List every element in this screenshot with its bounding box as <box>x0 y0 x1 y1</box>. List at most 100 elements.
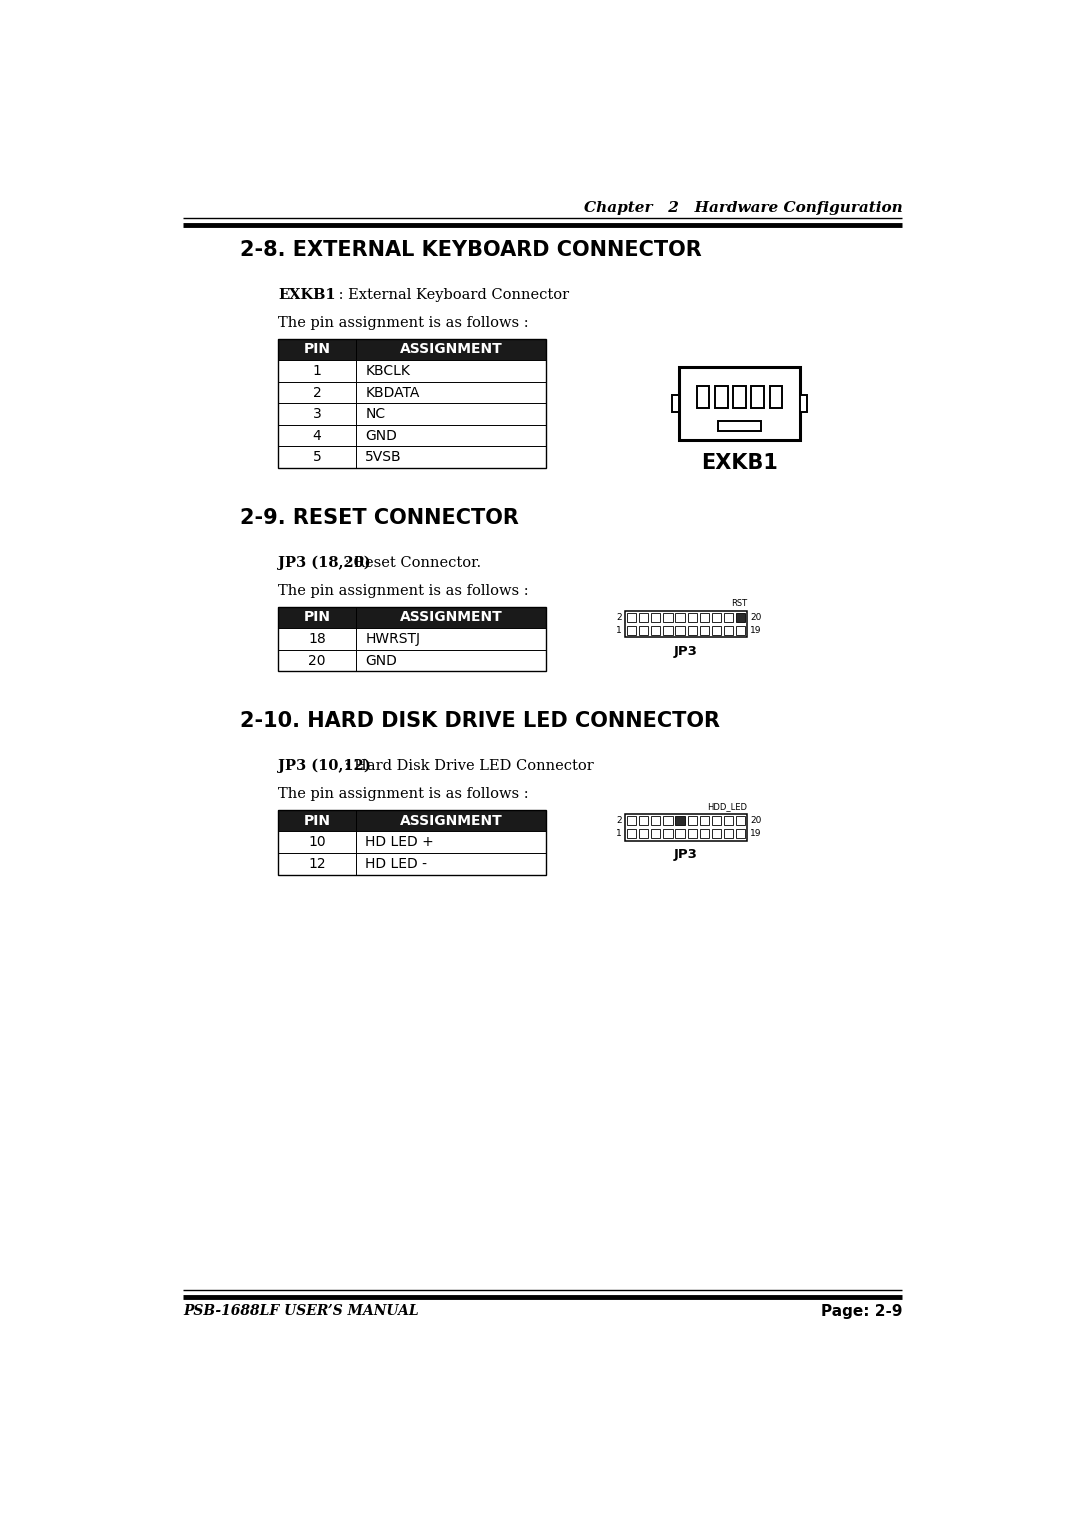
Bar <box>279 339 545 468</box>
Bar <box>663 829 673 838</box>
Text: 19: 19 <box>751 626 761 635</box>
Bar <box>627 613 636 623</box>
Bar <box>639 613 648 623</box>
Text: JP3 (10,12): JP3 (10,12) <box>279 758 372 774</box>
Text: 18: 18 <box>308 632 326 645</box>
Text: 1: 1 <box>616 830 622 838</box>
Text: 5: 5 <box>313 450 322 464</box>
Bar <box>279 607 545 671</box>
Text: The pin assignment is as follows :: The pin assignment is as follows : <box>279 583 529 598</box>
Text: 3: 3 <box>313 407 322 421</box>
Text: HD LED -: HD LED - <box>365 856 428 871</box>
Bar <box>700 829 708 838</box>
Bar <box>627 816 636 826</box>
Bar <box>688 613 697 623</box>
Text: EXKB1: EXKB1 <box>279 288 336 302</box>
Bar <box>700 613 708 623</box>
Text: 20: 20 <box>751 613 761 621</box>
Text: 20: 20 <box>751 816 761 826</box>
Text: EXKB1: EXKB1 <box>701 453 778 473</box>
Text: 5VSB: 5VSB <box>365 450 402 464</box>
Bar <box>733 386 746 407</box>
Bar <box>639 816 648 826</box>
Bar <box>279 629 545 650</box>
Bar <box>735 626 745 635</box>
Text: 10: 10 <box>308 835 326 850</box>
Text: 4: 4 <box>313 429 322 443</box>
Text: HWRSTJ: HWRSTJ <box>365 632 420 645</box>
Text: ASSIGNMENT: ASSIGNMENT <box>400 610 502 624</box>
Text: 2-8. EXTERNAL KEYBOARD CONNECTOR: 2-8. EXTERNAL KEYBOARD CONNECTOR <box>240 240 701 259</box>
Bar <box>279 810 545 832</box>
Text: 1: 1 <box>313 365 322 378</box>
Bar <box>675 613 685 623</box>
Bar <box>663 626 673 635</box>
Bar <box>752 386 765 407</box>
Text: 20: 20 <box>309 653 326 667</box>
Bar <box>639 829 648 838</box>
Bar <box>675 816 685 826</box>
Text: PIN: PIN <box>303 610 330 624</box>
Text: The pin assignment is as follows :: The pin assignment is as follows : <box>279 787 529 801</box>
Text: NC: NC <box>365 407 386 421</box>
Bar <box>735 816 745 826</box>
Text: PIN: PIN <box>303 813 330 827</box>
Bar <box>679 366 799 439</box>
Text: HD LED +: HD LED + <box>365 835 434 850</box>
Text: 2: 2 <box>617 613 622 621</box>
Text: 12: 12 <box>308 856 326 871</box>
Bar <box>279 832 545 853</box>
Bar <box>279 853 545 874</box>
Bar <box>675 626 685 635</box>
Text: HDD_LED: HDD_LED <box>707 803 747 812</box>
Text: 1: 1 <box>616 626 622 635</box>
Bar <box>663 816 673 826</box>
Text: RST: RST <box>731 600 747 609</box>
Bar <box>625 610 747 638</box>
Bar <box>279 403 545 424</box>
Bar <box>724 816 733 826</box>
Bar <box>651 626 661 635</box>
Bar <box>697 386 710 407</box>
Bar <box>672 395 679 412</box>
Bar <box>639 626 648 635</box>
Bar <box>627 829 636 838</box>
Bar <box>675 829 685 838</box>
Text: 2: 2 <box>617 816 622 826</box>
Bar <box>279 447 545 468</box>
Text: : Hard Disk Drive LED Connector: : Hard Disk Drive LED Connector <box>340 758 594 774</box>
Bar <box>688 816 697 826</box>
Text: 19: 19 <box>751 830 761 838</box>
Bar <box>279 424 545 447</box>
Bar <box>651 829 661 838</box>
Text: 2: 2 <box>313 386 322 400</box>
Bar <box>651 816 661 826</box>
Bar <box>712 613 721 623</box>
Bar <box>663 613 673 623</box>
Bar <box>724 626 733 635</box>
Bar <box>718 421 760 430</box>
Bar <box>724 829 733 838</box>
Bar <box>770 386 782 407</box>
Text: JP3: JP3 <box>674 645 698 658</box>
Text: KBCLK: KBCLK <box>365 365 410 378</box>
Bar <box>688 626 697 635</box>
Bar <box>279 650 545 671</box>
Bar <box>724 613 733 623</box>
Bar <box>700 626 708 635</box>
Bar <box>712 626 721 635</box>
Text: Chapter   2   Hardware Configuration: Chapter 2 Hardware Configuration <box>583 201 902 215</box>
Text: : Reset Connector.: : Reset Connector. <box>340 555 482 569</box>
Bar <box>712 816 721 826</box>
Bar <box>700 816 708 826</box>
Text: JP3 (18,20): JP3 (18,20) <box>279 555 372 571</box>
Bar <box>651 613 661 623</box>
Text: : External Keyboard Connector: : External Keyboard Connector <box>334 288 569 302</box>
Bar <box>279 607 545 629</box>
Bar <box>279 360 545 382</box>
Text: PIN: PIN <box>303 342 330 357</box>
Text: Page: 2-9: Page: 2-9 <box>821 1305 902 1320</box>
Text: ASSIGNMENT: ASSIGNMENT <box>400 342 502 357</box>
Bar <box>715 386 728 407</box>
Bar <box>735 613 745 623</box>
